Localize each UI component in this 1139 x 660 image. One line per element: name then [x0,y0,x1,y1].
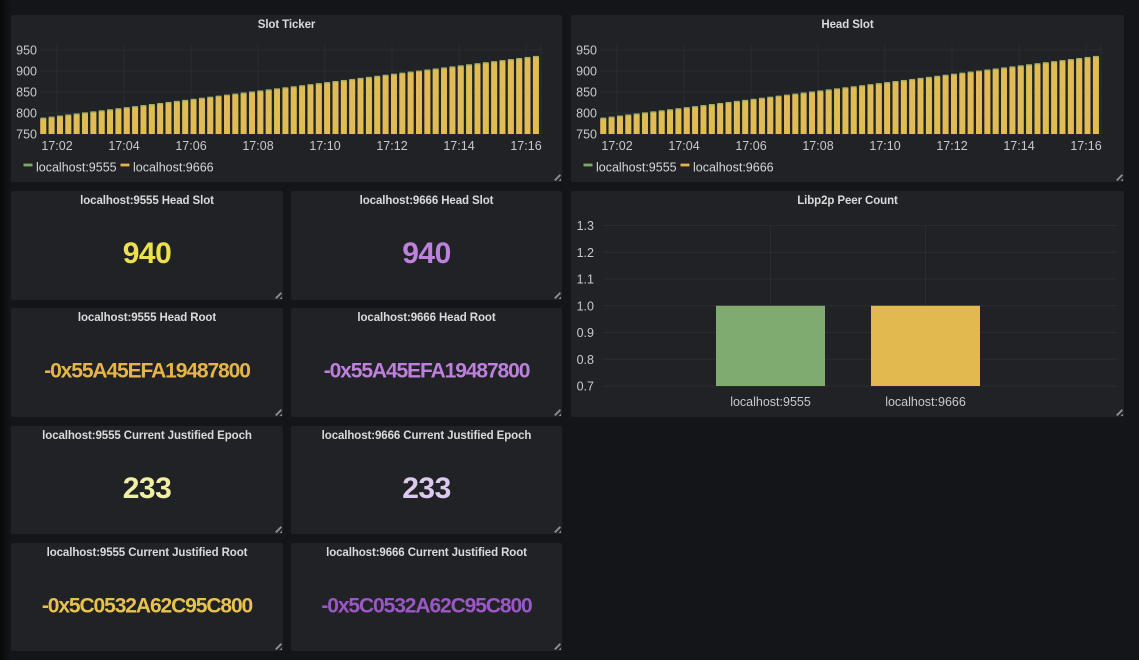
svg-text:17:10: 17:10 [869,139,900,153]
svg-text:0.9: 0.9 [577,326,594,340]
svg-text:800: 800 [16,107,37,121]
svg-text:1.2: 1.2 [577,246,594,260]
svg-text:localhost:9666: localhost:9666 [885,395,966,409]
svg-text:850: 850 [576,86,597,100]
svg-text:17:14: 17:14 [443,139,474,153]
svg-text:0.8: 0.8 [577,353,594,367]
svg-text:1.0: 1.0 [577,299,594,313]
svg-text:950: 950 [16,44,37,58]
svg-text:17:08: 17:08 [802,139,833,153]
svg-text:850: 850 [16,86,37,100]
svg-text:1.3: 1.3 [577,219,594,233]
svg-text:17:02: 17:02 [601,139,632,153]
svg-text:17:04: 17:04 [668,139,699,153]
svg-text:0.7: 0.7 [577,380,594,394]
svg-text:950: 950 [576,44,597,58]
svg-text:17:12: 17:12 [376,139,407,153]
svg-text:900: 900 [576,65,597,79]
svg-text:800: 800 [576,107,597,121]
svg-text:17:02: 17:02 [41,139,72,153]
svg-text:17:06: 17:06 [175,139,206,153]
svg-text:17:12: 17:12 [936,139,967,153]
svg-text:900: 900 [16,65,37,79]
svg-text:localhost:9555: localhost:9555 [36,161,117,175]
svg-text:17:14: 17:14 [1003,139,1034,153]
svg-text:17:08: 17:08 [242,139,273,153]
svg-text:17:16: 17:16 [1070,139,1101,153]
svg-text:1.1: 1.1 [577,273,594,287]
svg-text:localhost:9555: localhost:9555 [596,161,677,175]
svg-text:17:10: 17:10 [309,139,340,153]
svg-text:750: 750 [16,128,37,142]
svg-text:17:16: 17:16 [510,139,541,153]
svg-text:17:04: 17:04 [108,139,139,153]
svg-text:localhost:9555: localhost:9555 [730,395,811,409]
svg-text:localhost:9666: localhost:9666 [133,161,214,175]
svg-text:17:06: 17:06 [735,139,766,153]
svg-text:750: 750 [576,128,597,142]
svg-text:localhost:9666: localhost:9666 [693,161,774,175]
